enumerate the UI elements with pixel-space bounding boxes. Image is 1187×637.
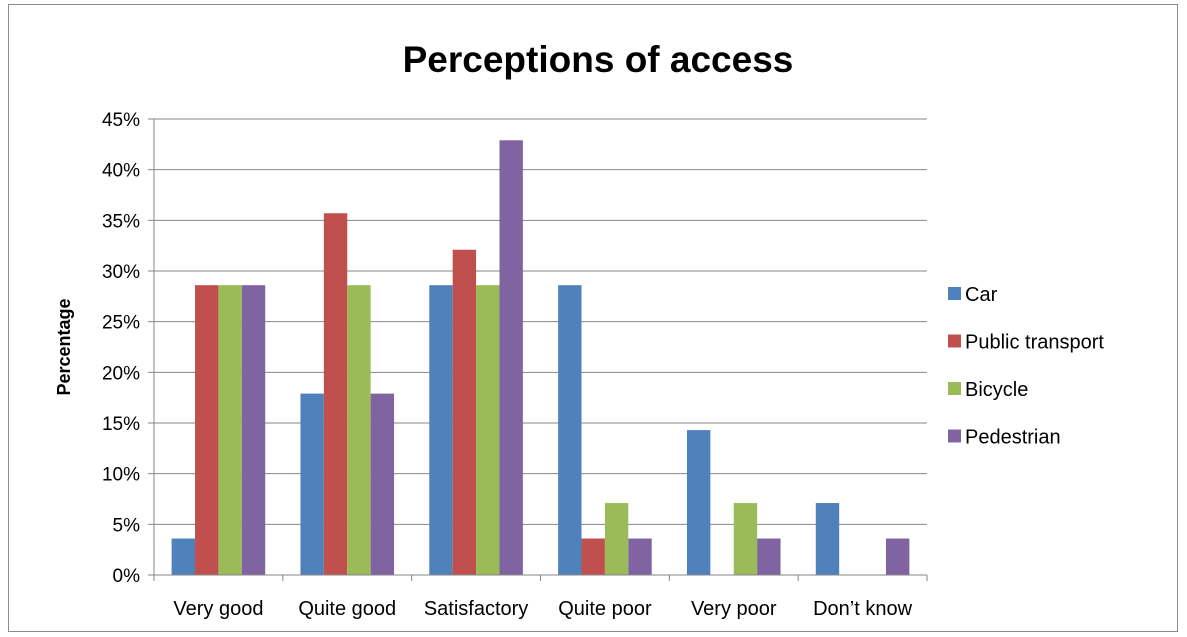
x-tick-label: Quite good <box>298 598 396 620</box>
legend: Car Public transport Bicycle Pedestrian <box>948 284 1104 449</box>
bar-car <box>171 538 196 575</box>
bar-pedestrian <box>628 538 652 575</box>
bar-pedestrian <box>370 393 395 575</box>
y-tick-label: 5% <box>113 515 141 536</box>
y-tick-label: 45% <box>102 110 140 131</box>
grid-lines <box>154 118 927 525</box>
legend-label: Car <box>965 284 998 306</box>
y-tick-label: 30% <box>102 262 140 283</box>
bar-car <box>300 393 324 575</box>
bar-bicycle <box>476 285 500 575</box>
legend-label: Public transport <box>965 332 1104 354</box>
legend-swatch <box>948 334 961 348</box>
bars <box>171 140 910 576</box>
bar-public-transport <box>452 249 477 575</box>
y-tick-label: 20% <box>102 363 140 384</box>
bar-car <box>558 285 582 575</box>
y-tick-label: 0% <box>113 566 141 587</box>
chart-title: Perceptions of access <box>403 39 794 80</box>
bar-car <box>686 430 711 575</box>
x-tick-label: Quite poor <box>558 598 652 620</box>
x-tick-labels: Very good Quite good Satisfactory Quite poo… <box>173 598 912 620</box>
bar-public-transport <box>195 285 219 575</box>
y-tick-label: 35% <box>102 211 140 232</box>
bar-bicycle <box>604 503 629 575</box>
y-tick-label: 10% <box>102 465 140 486</box>
x-tick-label: Very poor <box>691 598 777 620</box>
legend-label: Bicycle <box>965 379 1028 401</box>
bar-public-transport <box>323 213 348 576</box>
x-tick-label: Very good <box>173 598 263 620</box>
y-tick-label: 25% <box>102 313 140 334</box>
bar-pedestrian <box>757 538 781 575</box>
bar-pedestrian <box>241 285 266 575</box>
y-tick-labels: 0% 5% 10% 15% 20% 25% 30% 35% 40% 45% <box>102 110 140 587</box>
bar-car <box>429 285 453 575</box>
bar-public-transport <box>581 538 605 575</box>
bar-bicycle <box>347 285 371 575</box>
axes <box>148 118 928 581</box>
bar-bicycle <box>733 503 758 575</box>
y-tick-label: 40% <box>102 161 140 182</box>
legend-swatch <box>948 429 961 443</box>
y-axis-label: Percentage <box>54 298 74 395</box>
y-tick-label: 15% <box>102 414 140 435</box>
legend-label: Pedestrian <box>965 427 1061 449</box>
bar-bicycle <box>218 285 242 575</box>
bar-pedestrian <box>885 538 910 575</box>
x-tick-label: Satisfactory <box>424 598 528 620</box>
bar-pedestrian <box>499 140 523 575</box>
bar-car <box>815 503 840 575</box>
legend-swatch <box>948 287 961 300</box>
legend-swatch <box>948 382 961 395</box>
x-tick-label: Don’t know <box>813 598 912 620</box>
